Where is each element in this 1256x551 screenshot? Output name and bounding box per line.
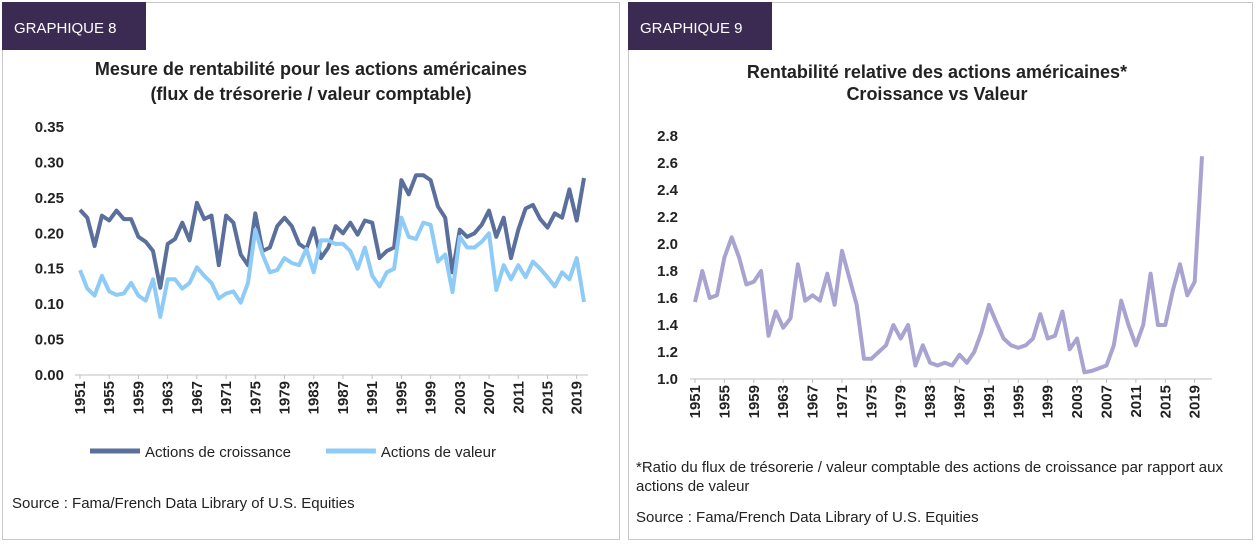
y-tick-label: 0.15 — [35, 261, 64, 278]
y-tick-label: 0.20 — [35, 225, 64, 242]
y-tick-label: 0.30 — [35, 154, 64, 171]
x-tick-label: 1995 — [393, 381, 410, 414]
x-tick-label: 1955 — [716, 385, 733, 418]
x-tick-label: 2015 — [539, 381, 556, 414]
line-series — [78, 173, 586, 290]
badge — [2, 2, 146, 50]
x-tick-label: 2019 — [1187, 385, 1204, 418]
x-tick-label: 2015 — [1157, 385, 1174, 418]
chart-subtitle: Croissance vs Valeur — [846, 84, 1027, 104]
line-series — [693, 156, 1204, 375]
source: Source : Fama/French Data Library of U.S… — [12, 495, 355, 512]
y-tick-label: 0.35 — [35, 119, 64, 136]
x-tick-label: 1959 — [130, 381, 147, 414]
chart-title: Mesure de rentabilité pour les actions a… — [95, 59, 527, 79]
chart-title: Rentabilité relative des actions américa… — [747, 62, 1127, 82]
x-tick-label: 1971 — [218, 381, 235, 414]
x-tick-label: 1975 — [863, 385, 880, 418]
x-tick-label: 1991 — [981, 385, 998, 418]
x-tick-label: 2007 — [1098, 385, 1115, 418]
y-tick-label: 0.00 — [35, 367, 64, 384]
x-tick-label: 1963 — [160, 381, 177, 414]
x-tick-label: 2011 — [510, 381, 527, 414]
x-tick-label: 2007 — [481, 381, 498, 414]
x-tick-label: 1967 — [805, 385, 822, 418]
x-tick-label: 1979 — [893, 385, 910, 418]
y-tick-label: 1.4 — [657, 317, 679, 334]
x-tick-label: 1951 — [687, 385, 704, 418]
x-tick-label: 1959 — [746, 385, 763, 418]
footnote: *Ratio du flux de trésorerie / valeur co… — [636, 459, 1223, 495]
x-tick-label: 1967 — [189, 381, 206, 414]
x-tick-label: 1955 — [101, 381, 118, 414]
panel — [628, 2, 1253, 540]
x-tick-label: 1983 — [922, 385, 939, 418]
x-tick-label: 1979 — [277, 381, 294, 414]
x-tick-label: 2003 — [452, 381, 469, 414]
y-tick-label: 2.0 — [657, 236, 678, 253]
x-tick-label: 1999 — [1040, 385, 1057, 418]
y-tick-label: 1.2 — [657, 344, 678, 361]
legend-label: Actions de valeur — [381, 444, 496, 461]
x-tick-label: 1999 — [423, 381, 440, 414]
legend-label: Actions de croissance — [145, 444, 291, 461]
y-tick-label: 0.25 — [35, 190, 64, 207]
y-tick-label: 0.05 — [35, 332, 64, 349]
badge-text: GRAPHIQUE 9 — [640, 20, 743, 37]
x-tick-label: 1971 — [834, 385, 851, 418]
x-tick-label: 1995 — [1010, 385, 1027, 418]
x-tick-label: 2019 — [569, 381, 586, 414]
footnote-line: *Ratio du flux de trésorerie / valeur co… — [636, 459, 1223, 476]
x-tick-label: 2011 — [1128, 385, 1145, 418]
x-tick-label: 1951 — [72, 381, 89, 414]
line-series — [78, 215, 586, 319]
badge — [628, 2, 772, 50]
y-tick-label: 2.4 — [657, 182, 679, 199]
y-tick-label: 2.8 — [657, 128, 678, 145]
chart-subtitle: (flux de trésorerie / valeur comptable) — [150, 84, 471, 104]
x-tick-label: 1975 — [247, 381, 264, 414]
y-tick-label: 0.10 — [35, 296, 64, 313]
x-tick-label: 1987 — [952, 385, 969, 418]
y-tick-label: 1.8 — [657, 263, 678, 280]
x-tick-label: 1991 — [364, 381, 381, 414]
x-tick-label: 1987 — [335, 381, 352, 414]
source: Source : Fama/French Data Library of U.S… — [636, 509, 979, 526]
badge-text: GRAPHIQUE 8 — [14, 20, 117, 37]
x-tick-label: 2003 — [1069, 385, 1086, 418]
x-tick-label: 1983 — [306, 381, 323, 414]
x-tick-label: 1963 — [775, 385, 792, 418]
y-tick-label: 2.2 — [657, 209, 678, 226]
footnote-line: actions de valeur — [636, 478, 749, 495]
y-tick-label: 1.0 — [657, 371, 678, 388]
y-tick-label: 2.6 — [657, 155, 678, 172]
y-tick-label: 1.6 — [657, 290, 678, 307]
